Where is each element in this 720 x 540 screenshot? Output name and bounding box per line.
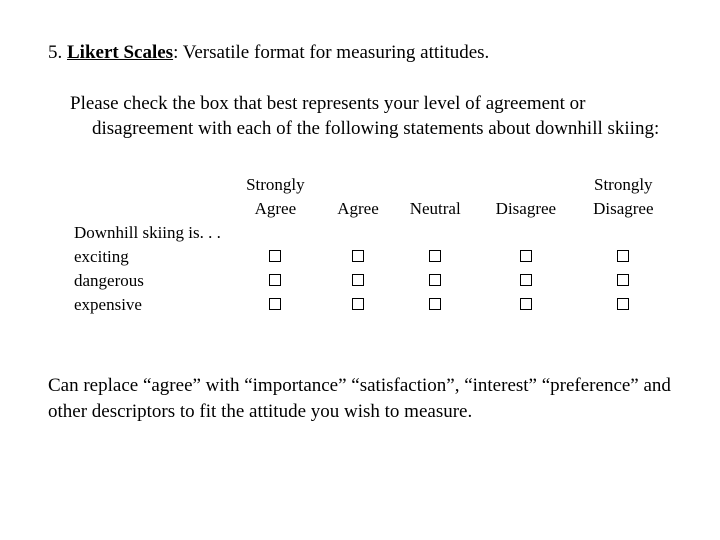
- title-main: Likert Scales: [67, 42, 173, 63]
- col-header-disagree: Disagree: [477, 197, 574, 221]
- title-suffix: : Versatile format for measuring attitud…: [173, 42, 489, 63]
- row-label: exciting: [70, 245, 228, 269]
- checkbox[interactable]: [429, 274, 441, 286]
- col-header-agree: Agree: [323, 197, 394, 221]
- col-header-strongly-disagree-2: Disagree: [575, 197, 672, 221]
- title-prefix: 5.: [48, 42, 67, 63]
- checkbox[interactable]: [352, 274, 364, 286]
- checkbox[interactable]: [429, 298, 441, 310]
- table-row: exciting: [70, 245, 672, 269]
- col-header-strongly-agree-1: Strongly: [228, 173, 323, 197]
- header-row-2: Agree Agree Neutral Disagree Disagree: [70, 197, 672, 221]
- footnote: Can replace “agree” with “importance” “s…: [48, 373, 672, 424]
- checkbox[interactable]: [269, 274, 281, 286]
- prompt-label: Downhill skiing is. . .: [70, 221, 228, 245]
- col-header-strongly-disagree-1: Strongly: [575, 173, 672, 197]
- table-row: expensive: [70, 293, 672, 317]
- checkbox[interactable]: [352, 298, 364, 310]
- likert-table: Strongly Strongly Agree Agree Neutral Di…: [70, 173, 672, 317]
- checkbox[interactable]: [269, 298, 281, 310]
- checkbox[interactable]: [520, 274, 532, 286]
- header-row-1: Strongly Strongly: [70, 173, 672, 197]
- checkbox[interactable]: [520, 250, 532, 262]
- prompt-row: Downhill skiing is. . .: [70, 221, 672, 245]
- table-row: dangerous: [70, 269, 672, 293]
- checkbox[interactable]: [429, 250, 441, 262]
- row-label: dangerous: [70, 269, 228, 293]
- checkbox[interactable]: [617, 298, 629, 310]
- col-header-strongly-agree-2: Agree: [228, 197, 323, 221]
- checkbox[interactable]: [617, 274, 629, 286]
- instructions: Please check the box that best represent…: [70, 92, 672, 141]
- col-header-neutral: Neutral: [393, 197, 477, 221]
- checkbox[interactable]: [520, 298, 532, 310]
- checkbox[interactable]: [352, 250, 364, 262]
- row-label: expensive: [70, 293, 228, 317]
- checkbox[interactable]: [269, 250, 281, 262]
- section-title: 5. Likert Scales: Versatile format for m…: [48, 42, 672, 64]
- checkbox[interactable]: [617, 250, 629, 262]
